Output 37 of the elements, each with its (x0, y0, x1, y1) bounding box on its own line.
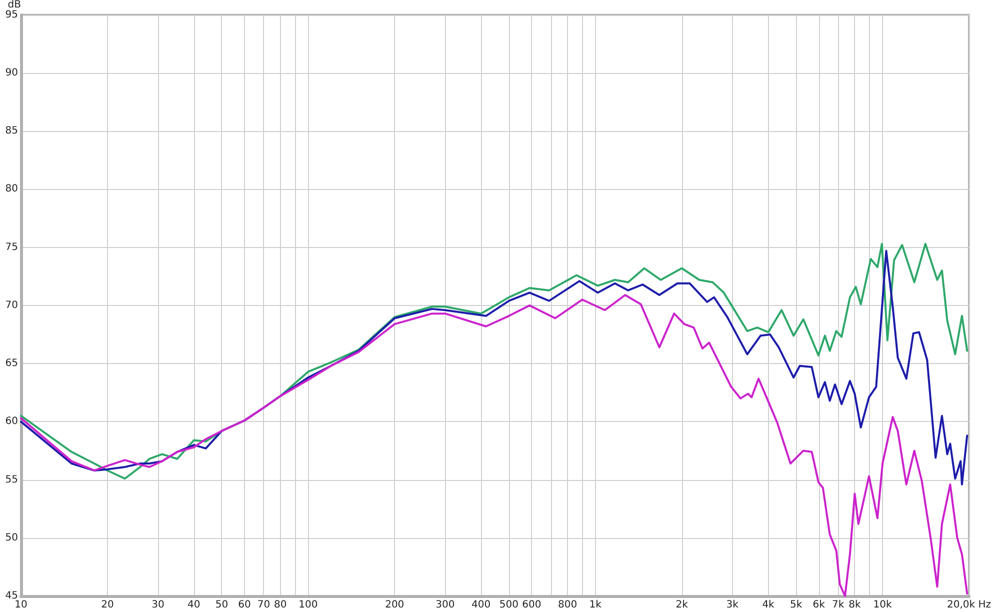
x-tick-label: 4k (762, 600, 775, 610)
x-tick-label: 5k (790, 600, 802, 610)
y-tick-label: 85 (5, 126, 18, 137)
x-tick-label: 200 (385, 600, 404, 610)
y-tick-label: 70 (5, 300, 18, 311)
y-tick-label: 65 (5, 358, 18, 370)
x-tick-label: 30 (152, 600, 164, 610)
x-tick-label: 800 (558, 600, 578, 610)
x-tick-label: 500 (499, 600, 518, 610)
y-tick-label: 60 (5, 416, 18, 428)
y-axis-title: dB (8, 0, 22, 10)
x-tick-label: 400 (472, 600, 491, 610)
x-tick-label: 40 (188, 600, 200, 610)
x-tick-label: 3k (726, 600, 739, 610)
x-tick-label: 10 (14, 600, 28, 610)
x-tick-label: 8k (848, 600, 861, 610)
x-tick-label: 20 (101, 600, 114, 610)
x-tick-label: 1k (589, 600, 602, 610)
y-tick-label: 45 (5, 590, 18, 602)
x-tick-label: 600 (522, 600, 542, 610)
x-tick-label: 100 (298, 600, 318, 610)
y-tick-label: 90 (5, 68, 18, 79)
y-tick-label: 80 (5, 184, 18, 195)
x-tick-label: 7k (832, 600, 844, 610)
x-tick-label: 60 (238, 600, 251, 610)
y-tick-label: 50 (5, 532, 18, 544)
x-tick-label: 50 (215, 600, 228, 610)
y-tick-label: 95 (5, 9, 18, 20)
x-tick-label: 2k (676, 600, 688, 610)
x-tick-label: 10k (873, 600, 892, 610)
y-tick-label: 55 (5, 474, 18, 486)
x-tick-label: 6k (812, 600, 826, 610)
x-tick-label: 300 (436, 600, 455, 610)
x-tick-label: 70 (257, 600, 270, 610)
x-tick-label: 80 (274, 600, 287, 610)
x-tick-label: 20,0k Hz (946, 600, 992, 610)
y-tick-label: 75 (5, 242, 18, 253)
